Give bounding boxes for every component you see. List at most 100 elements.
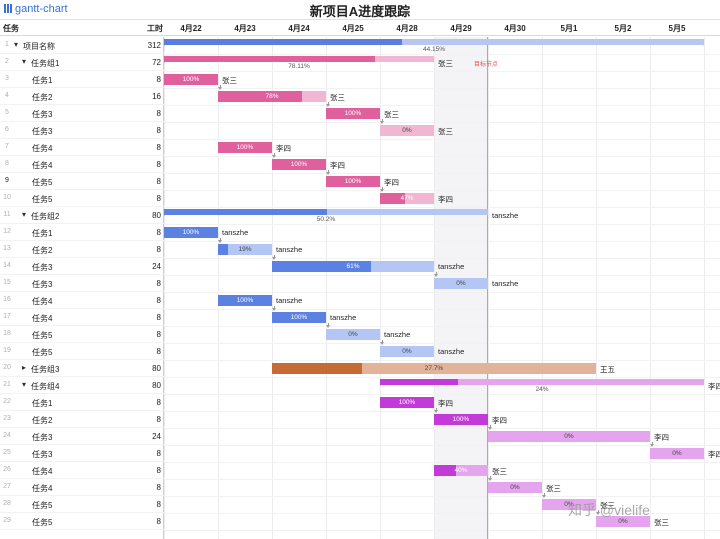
task-bar[interactable]: 0% [488,431,650,442]
assignee-label: 张三 [600,501,615,510]
task-row[interactable]: 24 任务3 24 [0,428,164,445]
task-row[interactable]: 19 任务5 8 [0,343,164,360]
task-bar[interactable]: 100% [272,312,326,323]
task-row[interactable]: 2 ▾ 任务组1 72 [0,54,164,71]
task-bar[interactable]: 0% [326,329,380,340]
task-row[interactable]: 20 ▸ 任务组3 80 [0,360,164,377]
task-bar[interactable]: 0% [596,516,650,527]
task-bar[interactable]: 40% [434,465,488,476]
task-bar-progress [326,108,380,119]
task-bar[interactable]: 47% [380,193,434,204]
task-bar-progress [164,227,218,238]
task-row[interactable]: 6 任务3 8 [0,122,164,139]
row-number: 12 [3,228,11,235]
task-row[interactable]: 25 任务3 8 [0,445,164,462]
task-row[interactable]: 9 任务5 8 [0,173,164,190]
task-row[interactable]: 21 ▾ 任务组4 80 [0,377,164,394]
task-work-hours: 8 [156,449,161,458]
task-bar[interactable]: 0% [488,482,542,493]
task-bar[interactable]: 100% [326,108,380,119]
task-bar[interactable]: 78% [218,91,326,102]
task-bar[interactable]: 0% [380,125,434,136]
grid-line [326,37,327,539]
dependency-arrow-icon [326,104,330,107]
app-logo[interactable]: gantt-chart [4,3,68,16]
dependency-arrow-icon [596,512,600,515]
task-bar[interactable]: 0% [434,278,488,289]
task-work-hours: 8 [156,143,161,152]
task-bar-percent: 0% [510,484,520,491]
task-row[interactable]: 3 任务1 8 [0,71,164,88]
task-row[interactable]: 12 任务1 8 [0,224,164,241]
group-bar[interactable]: 44.15% [164,39,704,53]
group-bar[interactable]: 50.2% [164,209,488,223]
dependency-line [382,340,383,343]
assignee-label: 李四 [438,399,453,408]
caret-down-icon[interactable]: ▾ [22,380,27,389]
caret-down-icon[interactable]: ▾ [22,57,27,66]
task-bar-percent: 100% [398,399,416,406]
task-bar-percent: 0% [456,280,466,287]
task-bar[interactable]: 100% [272,159,326,170]
task-bar[interactable]: 0% [542,499,596,510]
task-name: 任务4 [32,314,53,323]
task-bar[interactable]: 0% [380,346,434,357]
caret-right-icon[interactable]: ▸ [22,363,27,372]
task-row[interactable]: 11 ▾ 任务组2 80 [0,207,164,224]
task-bar-percent: 100% [290,161,308,168]
group-bar-percent: 50.2% [316,216,336,223]
task-row[interactable]: 10 任务5 8 [0,190,164,207]
caret-down-icon[interactable]: ▾ [22,210,27,219]
dependency-arrow-icon [380,342,384,345]
task-bar[interactable]: 100% [218,295,272,306]
task-row[interactable]: 28 任务5 8 [0,496,164,513]
task-row[interactable]: 22 任务1 8 [0,394,164,411]
assignee-label: tanszhe [438,262,465,271]
task-name: 任务5 [32,195,53,204]
group-bar[interactable]: 78.11% [164,56,434,70]
task-row[interactable]: 7 任务4 8 [0,139,164,156]
task-row[interactable]: 4 任务2 16 [0,88,164,105]
task-row[interactable]: 17 任务4 8 [0,309,164,326]
group-bar-cap [380,379,385,386]
task-bar[interactable]: 27.7% [272,363,596,374]
task-row[interactable]: 27 任务4 8 [0,479,164,496]
task-bar[interactable]: 0% [650,448,704,459]
task-bar[interactable]: 100% [164,227,218,238]
group-bar[interactable]: 24% [380,379,704,393]
dependency-arrow-icon [272,257,276,260]
caret-down-icon[interactable]: ▾ [14,40,19,49]
assignee-label: 李四 [330,161,345,170]
task-bar[interactable]: 100% [218,142,272,153]
task-name: 任务5 [32,348,53,357]
task-row[interactable]: 29 任务5 8 [0,513,164,530]
row-line [164,445,720,446]
task-bar[interactable]: 19% [218,244,272,255]
task-row[interactable]: 16 任务4 8 [0,292,164,309]
task-row[interactable]: 8 任务4 8 [0,156,164,173]
task-row[interactable]: 5 任务3 8 [0,105,164,122]
task-row[interactable]: 15 任务3 8 [0,275,164,292]
task-bar[interactable]: 100% [164,74,218,85]
task-bar-progress [434,465,456,476]
task-name: 任务4 [32,144,53,153]
work-column-header[interactable]: 工时 [147,24,163,33]
dependency-line [382,119,383,122]
task-bar[interactable]: 100% [434,414,488,425]
task-row[interactable]: 23 任务2 8 [0,411,164,428]
task-row[interactable]: 18 任务5 8 [0,326,164,343]
day-label: 5月5 [668,24,686,33]
task-bar[interactable]: 100% [326,176,380,187]
dependency-arrow-icon [272,308,276,311]
day-label: 4月28 [396,24,418,33]
grid-line [272,37,273,539]
task-row[interactable]: 26 任务4 8 [0,462,164,479]
task-bar[interactable]: 61% [272,261,434,272]
task-bar-percent: 100% [344,178,362,185]
task-row[interactable]: 1 ▾ 项目名称 312 [0,37,164,54]
task-bar[interactable]: 100% [380,397,434,408]
task-column-header[interactable]: 任务 [3,24,19,33]
task-row[interactable]: 14 任务3 24 [0,258,164,275]
task-bar-progress [272,312,326,323]
task-row[interactable]: 13 任务2 8 [0,241,164,258]
